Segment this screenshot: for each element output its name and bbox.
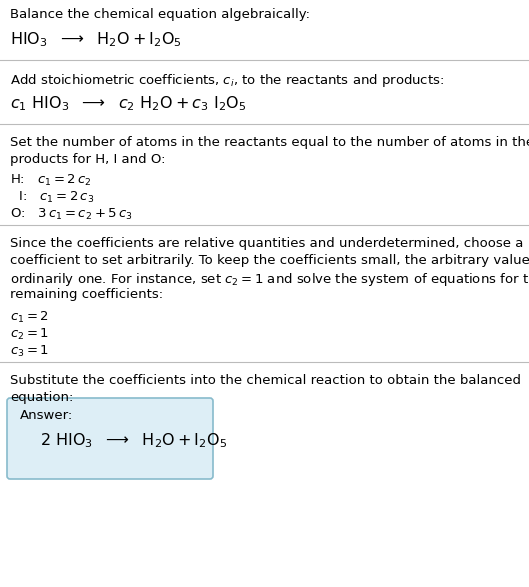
- Text: equation:: equation:: [10, 391, 74, 404]
- Text: Balance the chemical equation algebraically:: Balance the chemical equation algebraica…: [10, 8, 310, 21]
- Text: $c_1 = 2$: $c_1 = 2$: [10, 310, 49, 325]
- Text: Answer:: Answer:: [20, 409, 73, 422]
- Text: $c_1\ \mathrm{HIO_3}$  $\longrightarrow$  $c_2\ \mathrm{H_2O} + c_3\ \mathrm{I_2: $c_1\ \mathrm{HIO_3}$ $\longrightarrow$ …: [10, 94, 247, 113]
- Text: $c_2 = 1$: $c_2 = 1$: [10, 327, 49, 342]
- Text: H:   $c_1 = 2\,c_2$: H: $c_1 = 2\,c_2$: [10, 173, 92, 188]
- Text: Since the coefficients are relative quantities and underdetermined, choose a: Since the coefficients are relative quan…: [10, 237, 523, 250]
- Text: I:   $c_1 = 2\,c_3$: I: $c_1 = 2\,c_3$: [10, 190, 94, 205]
- FancyBboxPatch shape: [7, 398, 213, 479]
- Text: ordinarily one. For instance, set $c_2 = 1$ and solve the system of equations fo: ordinarily one. For instance, set $c_2 =…: [10, 271, 529, 288]
- Text: coefficient to set arbitrarily. To keep the coefficients small, the arbitrary va: coefficient to set arbitrarily. To keep …: [10, 254, 529, 267]
- Text: products for H, I and O:: products for H, I and O:: [10, 153, 166, 166]
- Text: O:   $3\,c_1 = c_2 + 5\,c_3$: O: $3\,c_1 = c_2 + 5\,c_3$: [10, 207, 133, 222]
- Text: $\mathrm{HIO_3}$  $\longrightarrow$  $\mathrm{H_2O + I_2O_5}$: $\mathrm{HIO_3}$ $\longrightarrow$ $\mat…: [10, 30, 182, 49]
- Text: Set the number of atoms in the reactants equal to the number of atoms in the: Set the number of atoms in the reactants…: [10, 136, 529, 149]
- Text: Add stoichiometric coefficients, $c_i$, to the reactants and products:: Add stoichiometric coefficients, $c_i$, …: [10, 72, 444, 89]
- Text: $c_3 = 1$: $c_3 = 1$: [10, 344, 49, 359]
- Text: Substitute the coefficients into the chemical reaction to obtain the balanced: Substitute the coefficients into the che…: [10, 374, 521, 387]
- Text: $\mathrm{2\ HIO_3}$  $\longrightarrow$  $\mathrm{H_2O + I_2O_5}$: $\mathrm{2\ HIO_3}$ $\longrightarrow$ $\…: [40, 431, 227, 450]
- Text: remaining coefficients:: remaining coefficients:: [10, 288, 163, 301]
